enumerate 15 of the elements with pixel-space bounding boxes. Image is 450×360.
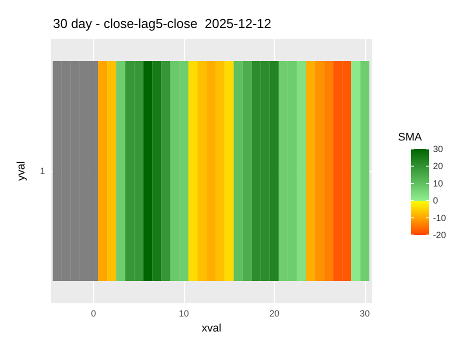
color-bar-label: 20 [433, 161, 444, 172]
color-bar-label: -10 [433, 212, 446, 223]
y-axis-title: yval [16, 161, 28, 181]
color-bar-label: 30 [433, 144, 444, 154]
color-bar-label: 10 [433, 178, 444, 188]
y-tick-label: 1 [40, 166, 45, 176]
x-tick-label: 10 [178, 308, 189, 318]
x-tick-label: 20 [269, 308, 280, 318]
x-axis-title: xval [202, 322, 222, 334]
x-tick-label: 30 [360, 308, 370, 318]
color-bar-label: -20 [433, 230, 446, 240]
color-bar-title: SMA [398, 132, 422, 144]
color-bar-label: 0 [433, 196, 438, 206]
chart-title: 30 day - close-lag5-close 2025-12-12 [53, 16, 272, 31]
x-tick-label: 0 [90, 308, 96, 318]
